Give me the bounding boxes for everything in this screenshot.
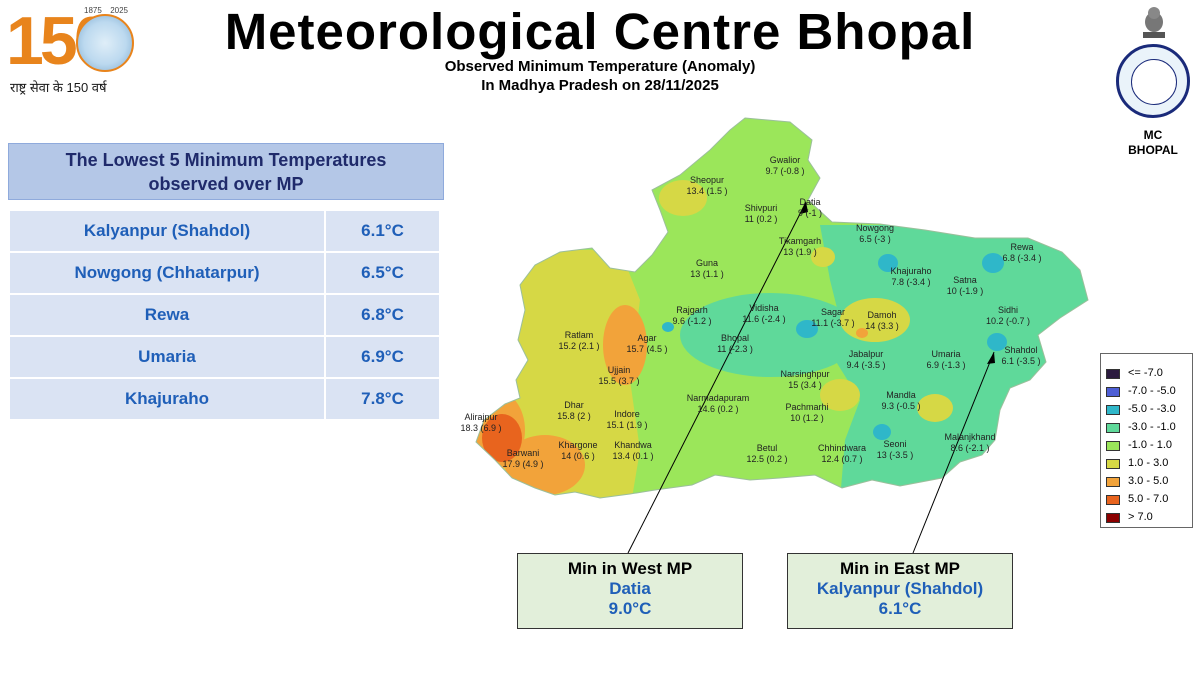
legend-label: -1.0 - 1.0 — [1128, 439, 1173, 451]
west-min-callout: Min in West MP Datia 9.0°C — [517, 553, 743, 629]
lowest-heading-line1: The Lowest 5 Minimum Temperatures — [65, 150, 387, 170]
lowest-heading-line2: observed over MP — [148, 174, 304, 194]
logo-year-start: 1875 — [84, 6, 102, 15]
east-min-callout: Min in East MP Kalyanpur (Shahdol) 6.1°C — [787, 553, 1013, 629]
west-callout-station: Datia — [609, 579, 651, 598]
page-subtitle-line2: In Madhya Pradesh on 28/11/2025 — [481, 77, 719, 94]
logo-year-end: 2025 — [110, 6, 128, 15]
legend-swatch — [1106, 459, 1120, 469]
west-callout-temp: 9.0°C — [608, 599, 652, 618]
imd-seal-icon — [1116, 44, 1190, 118]
station-name: Kalyanpur (Shahdol) — [8, 209, 326, 253]
station-name: Rewa — [8, 293, 326, 337]
emblem-label-line1: MC — [1143, 128, 1163, 142]
logo-tagline: राष्ट्र सेवा के 150 वर्ष — [10, 80, 107, 95]
imd-medal-icon: 1875 2025 — [76, 6, 134, 72]
legend-entry: > 7.0 — [1106, 510, 1192, 527]
legend-entry: 1.0 - 3.0 — [1106, 456, 1192, 473]
table-row: Nowgong (Chhatarpur) 6.5°C — [8, 251, 441, 295]
east-callout-temp: 6.1°C — [878, 599, 922, 618]
west-min-arrow — [627, 201, 807, 554]
legend-entry: <= -7.0 — [1106, 366, 1192, 383]
table-row: Umaria 6.9°C — [8, 335, 441, 379]
east-callout-station: Kalyanpur (Shahdol) — [816, 579, 984, 598]
station-name: Khajuraho — [8, 377, 326, 421]
station-temp: 6.1°C — [324, 209, 441, 253]
imd-150-years-logo: 150 1875 2025 राष्ट्र सेवा के 150 वर्ष — [6, 6, 138, 96]
legend-swatch — [1106, 369, 1120, 379]
table-row: Kalyanpur (Shahdol) 6.1°C — [8, 209, 441, 253]
legend-entry: -3.0 - -1.0 — [1106, 420, 1192, 437]
station-temp: 6.5°C — [324, 251, 441, 295]
legend-entry: 3.0 - 5.0 — [1106, 474, 1192, 491]
legend-label: -3.0 - -1.0 — [1128, 421, 1176, 433]
table-row: Rewa 6.8°C — [8, 293, 441, 337]
legend-label: -7.0 - -5.0 — [1128, 385, 1176, 397]
map-legend: <= -7.0 -7.0 - -5.0 -5.0 - -3.0 -3.0 - -… — [1100, 353, 1193, 528]
seal-map-icon — [1131, 59, 1177, 105]
legend-label: <= -7.0 — [1128, 367, 1163, 379]
legend-swatch — [1106, 441, 1120, 451]
table-row: Khajuraho 7.8°C — [8, 377, 441, 421]
national-emblem-icon — [1143, 7, 1165, 38]
legend-swatch — [1106, 423, 1120, 433]
legend-entry: -5.0 - -3.0 — [1106, 402, 1192, 419]
page-subtitle-line1: Observed Minimum Temperature (Anomaly) — [444, 58, 756, 75]
west-callout-heading: Min in West MP — [567, 559, 693, 578]
station-name: Nowgong (Chhatarpur) — [8, 251, 326, 295]
east-callout-heading: Min in East MP — [840, 559, 960, 578]
legend-swatch — [1106, 387, 1120, 397]
lowest-temps-table: Kalyanpur (Shahdol) 6.1°C Nowgong (Chhata… — [8, 209, 441, 421]
legend-entry: -7.0 - -5.0 — [1106, 384, 1192, 401]
legend-swatch — [1106, 477, 1120, 487]
legend-label: 1.0 - 3.0 — [1128, 457, 1169, 469]
legend-swatch — [1106, 513, 1120, 523]
station-temp: 6.9°C — [324, 335, 441, 379]
station-temp: 7.8°C — [324, 377, 441, 421]
legend-label: 3.0 - 5.0 — [1128, 475, 1169, 487]
mc-bhopal-emblem: MC BHOPAL — [1114, 4, 1192, 160]
legend-label: > 7.0 — [1128, 511, 1153, 523]
legend-entry: -1.0 - 1.0 — [1106, 438, 1192, 455]
emblem-label: MC BHOPAL — [1114, 128, 1192, 158]
page-title: Meteorological Centre Bhopal — [224, 3, 976, 60]
legend-entry: 5.0 - 7.0 — [1106, 492, 1192, 509]
legend-label: -5.0 - -3.0 — [1128, 403, 1176, 415]
east-min-arrow — [912, 351, 995, 554]
emblem-label-line2: BHOPAL — [1128, 143, 1178, 157]
lowest-temps-heading-box: The Lowest 5 Minimum Temperatures observ… — [8, 143, 444, 200]
legend-swatch — [1106, 405, 1120, 415]
legend-swatch — [1106, 495, 1120, 505]
legend-label: 5.0 - 7.0 — [1128, 493, 1169, 505]
station-name: Umaria — [8, 335, 326, 379]
station-temp: 6.8°C — [324, 293, 441, 337]
